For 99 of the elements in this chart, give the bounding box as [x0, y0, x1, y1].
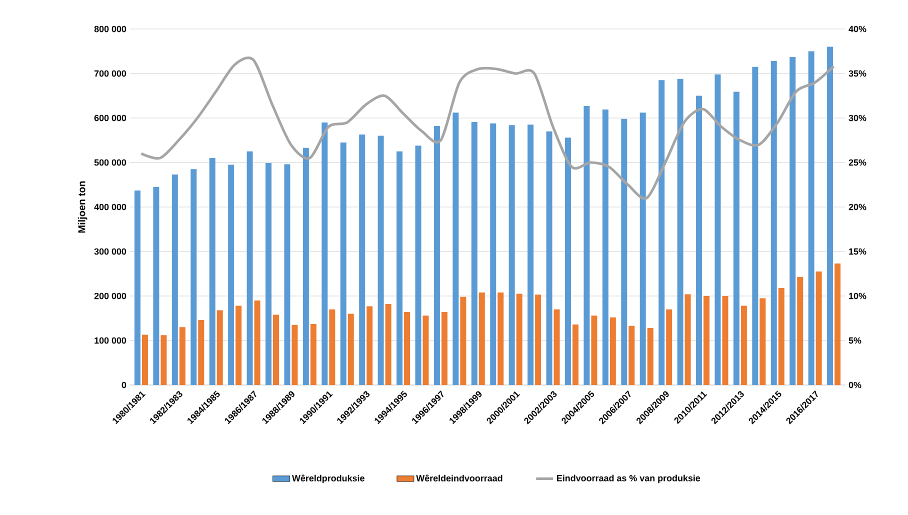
bar — [696, 96, 702, 386]
bar — [666, 309, 672, 386]
bar — [198, 320, 204, 386]
y-tick-label: 400 000 — [94, 204, 126, 210]
bar — [808, 51, 814, 386]
bar — [834, 264, 841, 386]
bar — [658, 80, 665, 386]
bar — [790, 57, 796, 386]
y-tick-label: 200 000 — [94, 292, 126, 300]
bar — [704, 296, 710, 386]
y2-tick-label: 15% — [849, 248, 866, 255]
bar — [471, 122, 478, 386]
bar — [564, 138, 571, 386]
bar — [322, 122, 328, 386]
bar — [498, 292, 504, 386]
y2-tick-label: 30% — [848, 114, 866, 122]
line-series — [140, 58, 836, 200]
bar — [621, 118, 628, 386]
legend-label: Eindvoorraad as % van produksie — [557, 474, 700, 484]
bar — [236, 306, 242, 386]
y2-tick-label: 35% — [848, 70, 866, 77]
bar — [340, 142, 346, 386]
legend-label: Wêreldeindvoorraad — [416, 474, 502, 482]
bar — [273, 314, 280, 386]
y2-tick-label: 5% — [848, 337, 862, 344]
bar — [228, 164, 234, 386]
bar — [209, 158, 216, 386]
y-tick-label: 300 000 — [94, 248, 126, 255]
bar — [153, 186, 160, 386]
bar — [591, 316, 598, 386]
bar — [478, 292, 485, 386]
bar — [546, 131, 552, 386]
bar — [460, 296, 466, 386]
bar — [160, 335, 167, 386]
bar — [366, 306, 373, 386]
bar — [733, 92, 740, 386]
bar — [760, 298, 766, 386]
bar — [292, 324, 298, 386]
legend-label: Wêreldproduksie — [292, 474, 364, 484]
bar — [378, 136, 384, 386]
y2-tick-label: 10% — [849, 292, 866, 300]
y-tick-label: 100 000 — [94, 337, 126, 344]
bar — [640, 112, 646, 386]
bar — [284, 164, 290, 386]
bar — [647, 328, 654, 386]
bar — [246, 151, 253, 386]
bar — [572, 324, 578, 386]
bar — [677, 78, 684, 386]
bar — [142, 334, 148, 386]
bar — [404, 312, 410, 386]
bar — [714, 74, 721, 386]
bar — [684, 294, 691, 386]
bar — [329, 309, 336, 386]
bar — [816, 272, 822, 386]
bar — [535, 294, 542, 386]
bar — [434, 126, 440, 386]
bar — [610, 317, 616, 386]
bar — [302, 148, 309, 386]
bar — [348, 314, 354, 386]
bar — [441, 312, 448, 386]
y-axis-title: Miljoen ton — [78, 181, 88, 233]
bar — [827, 46, 834, 386]
bar — [179, 327, 186, 386]
bar — [310, 324, 316, 386]
bar — [490, 123, 496, 386]
y2-tick-label: 40% — [848, 26, 866, 32]
bar — [385, 304, 392, 386]
y-tick-label: 800 000 — [94, 26, 126, 32]
bar — [602, 110, 608, 386]
bar — [172, 174, 178, 386]
bar — [528, 124, 534, 386]
bar — [778, 288, 784, 386]
y2-tick-label: 25% — [848, 159, 866, 166]
bar — [254, 300, 260, 386]
y-tick-label: 700 000 — [94, 70, 126, 77]
bar — [359, 134, 366, 386]
bar — [770, 61, 777, 386]
bar — [797, 276, 804, 386]
bar — [722, 296, 728, 386]
y-tick-label: 500 000 — [94, 159, 126, 166]
bar — [266, 162, 272, 386]
bar — [516, 294, 522, 386]
y-tick-label: 0 — [122, 382, 126, 388]
y2-tick-label: 0% — [848, 382, 862, 388]
bar — [216, 310, 223, 386]
bar — [740, 306, 747, 386]
bar — [752, 66, 758, 386]
bar — [415, 146, 422, 386]
bar — [452, 112, 459, 386]
bar — [554, 309, 560, 386]
y2-tick-label: 20% — [848, 204, 866, 210]
bar — [628, 326, 635, 386]
bar — [508, 125, 515, 386]
bar — [190, 169, 197, 386]
bar — [422, 316, 429, 386]
y-tick-label: 600 000 — [94, 114, 126, 122]
bar — [584, 106, 590, 386]
bar — [396, 151, 403, 386]
bar — [134, 190, 140, 386]
